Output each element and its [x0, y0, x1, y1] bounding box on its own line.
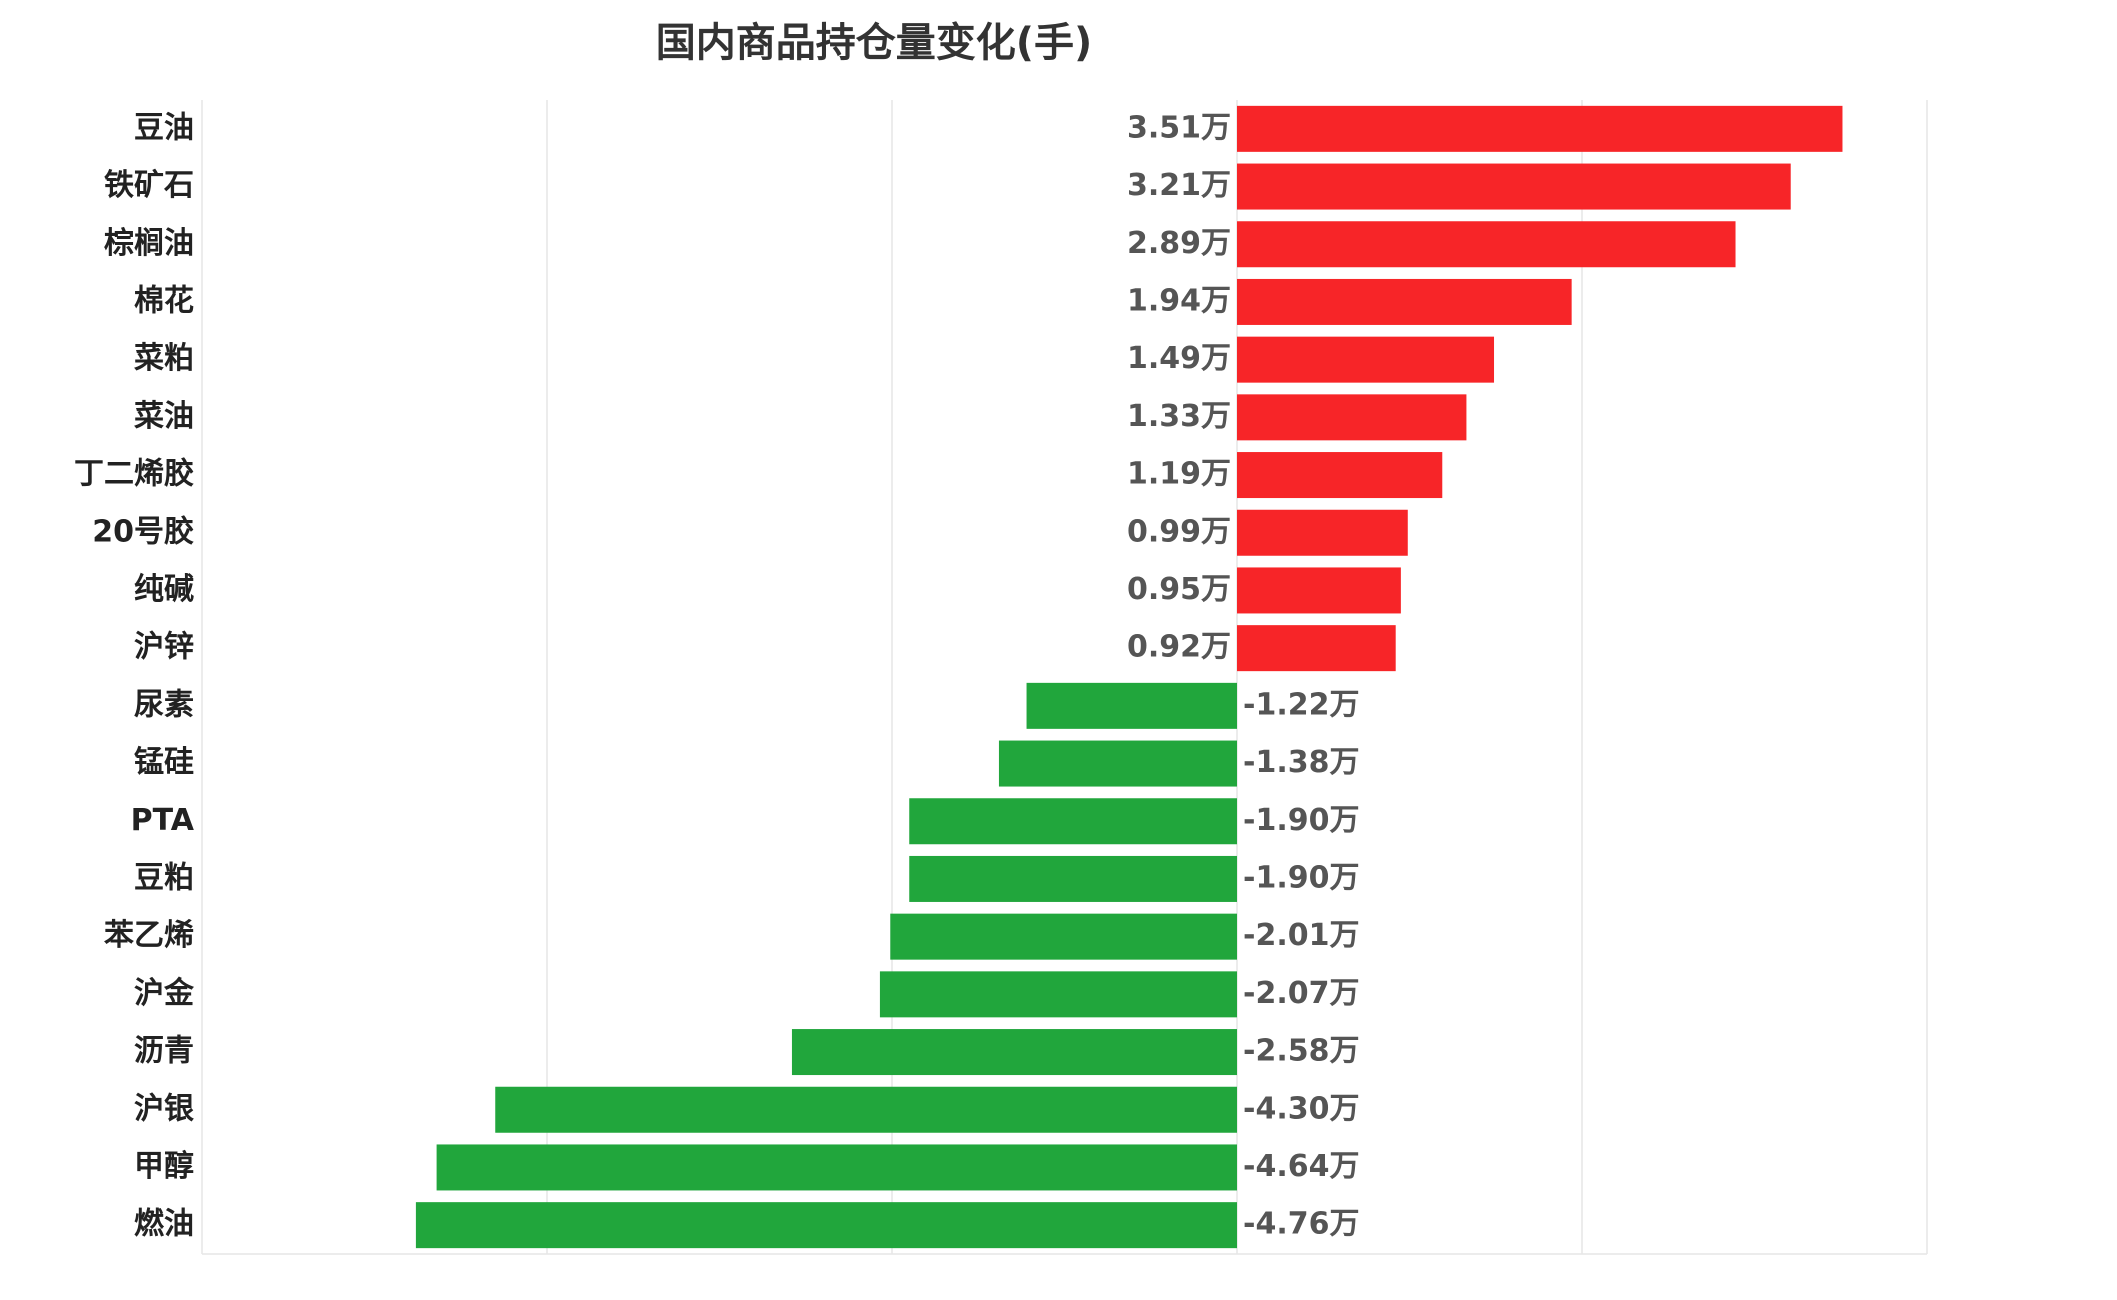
y-tick-label: 沪银: [134, 1091, 194, 1126]
y-tick-label: 苯乙烯: [104, 918, 194, 953]
y-tick-label: 燃油: [134, 1207, 194, 1242]
bar: [495, 1086, 1237, 1133]
y-tick-label: 棉花: [134, 283, 194, 318]
value-label: 0.92万: [1127, 630, 1231, 665]
bar: [1237, 221, 1736, 268]
value-label: -2.58万: [1243, 1034, 1359, 1069]
value-label: 2.89万: [1127, 226, 1231, 261]
bar: [1237, 567, 1401, 614]
value-label: -2.01万: [1243, 918, 1359, 953]
y-tick-label: 尿素: [134, 687, 194, 722]
value-label: -1.22万: [1243, 687, 1359, 722]
y-tick-label: 沪锌: [134, 630, 194, 665]
bar: [436, 1144, 1238, 1191]
bar: [1237, 394, 1467, 441]
bar: [1237, 625, 1396, 672]
bar: [1237, 105, 1843, 152]
bar: [1237, 163, 1791, 210]
value-label: -1.38万: [1243, 745, 1359, 780]
y-tick-label: 菜粕: [134, 341, 194, 376]
y-tick-label: 沥青: [134, 1034, 194, 1069]
bar: [998, 740, 1237, 787]
value-label: 1.94万: [1127, 283, 1231, 318]
value-label: 0.99万: [1127, 514, 1231, 549]
bar: [909, 798, 1237, 845]
value-label: -4.64万: [1243, 1149, 1359, 1184]
y-tick-label: 丁二烯胶: [74, 457, 194, 492]
bar: [415, 1202, 1237, 1249]
value-label: 1.19万: [1127, 457, 1231, 492]
y-tick-label: 棕榈油: [104, 226, 194, 261]
value-label: 3.51万: [1127, 110, 1231, 145]
chart-title: 国内商品持仓量变化(手): [656, 20, 1093, 66]
bar: [909, 855, 1237, 902]
bar: [1237, 336, 1495, 383]
value-label: -4.76万: [1243, 1207, 1359, 1242]
value-label: 3.21万: [1127, 168, 1231, 203]
y-tick-label: 纯碱: [134, 572, 194, 607]
y-tick-label: 甲醇: [134, 1149, 194, 1184]
y-tick-label: 铁矿石: [104, 168, 194, 203]
value-label: -1.90万: [1243, 803, 1359, 838]
bar: [879, 971, 1237, 1018]
value-label: 1.49万: [1127, 341, 1231, 376]
value-label: 0.95万: [1127, 572, 1231, 607]
bar: [1026, 682, 1237, 729]
y-tick-label: 沪金: [134, 976, 195, 1011]
value-label: -1.90万: [1243, 860, 1359, 895]
bar: [1237, 452, 1443, 499]
value-label: -4.30万: [1243, 1091, 1359, 1126]
bar: [1237, 278, 1572, 325]
y-tick-label: 豆粕: [134, 860, 194, 895]
y-tick-label: 锰硅: [134, 745, 194, 780]
y-tick-label: 20号胶: [92, 514, 194, 549]
y-tick-label: PTA: [131, 803, 195, 838]
bar: [791, 1029, 1237, 1076]
value-label: -2.07万: [1243, 976, 1359, 1011]
value-label: 1.33万: [1127, 399, 1231, 434]
bar: [890, 913, 1237, 960]
bar: [1237, 509, 1408, 556]
y-tick-label: 豆油: [134, 110, 194, 145]
y-tick-label: 菜油: [134, 399, 194, 434]
